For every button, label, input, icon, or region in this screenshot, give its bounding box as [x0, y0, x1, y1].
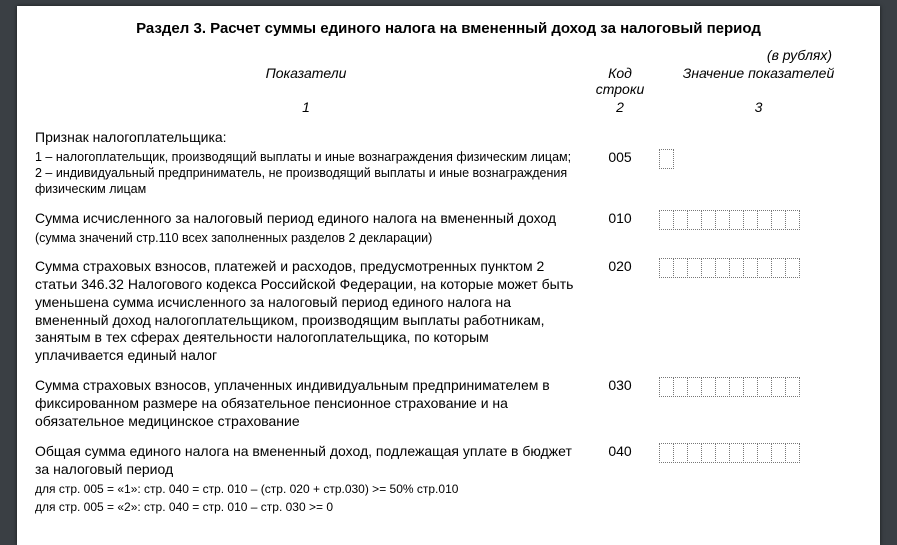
row-040: Общая сумма единого налога на вмененный …: [35, 443, 862, 515]
input-cell[interactable]: [659, 210, 674, 230]
column-headers: Показатели Код строки Значение показател…: [35, 65, 862, 97]
row-030-value-cells[interactable]: [655, 377, 862, 397]
row-030-code: 030: [585, 377, 655, 393]
input-cell[interactable]: [659, 377, 674, 397]
input-cell[interactable]: [785, 377, 800, 397]
input-cell[interactable]: [771, 210, 786, 230]
row-005-option2: 2 – индивидуальный предприниматель, не п…: [35, 165, 577, 198]
input-cell[interactable]: [729, 258, 744, 278]
colnum-desc: 1: [35, 99, 585, 115]
row-005-option1: 1 – налогоплательщик, производящий выпла…: [35, 149, 577, 165]
input-cell[interactable]: [771, 258, 786, 278]
input-cell[interactable]: [757, 377, 772, 397]
input-cell[interactable]: [687, 210, 702, 230]
row-010-value-cells[interactable]: [655, 210, 862, 230]
input-cell[interactable]: [757, 210, 772, 230]
input-cell[interactable]: [743, 377, 758, 397]
header-value: Значение показателей: [655, 65, 862, 81]
input-cell[interactable]: [715, 377, 730, 397]
row-030: Сумма страховых взносов, уплаченных инди…: [35, 377, 862, 431]
input-cell[interactable]: [687, 258, 702, 278]
row-040-code: 040: [585, 443, 655, 459]
row-020: Сумма страховых взносов, платежей и расх…: [35, 258, 862, 365]
row-005-value-cells[interactable]: [655, 149, 862, 169]
row-010-code: 010: [585, 210, 655, 226]
input-cell[interactable]: [785, 210, 800, 230]
input-cell[interactable]: [673, 258, 688, 278]
row-040-formula2: для стр. 005 = «2»: стр. 040 = стр. 010 …: [35, 499, 577, 515]
input-cell[interactable]: [715, 210, 730, 230]
input-cell[interactable]: [701, 258, 716, 278]
colnum-value: 3: [655, 99, 862, 115]
input-cell[interactable]: [729, 443, 744, 463]
row-005-label: Признак налогоплательщика:: [35, 129, 862, 147]
row-020-value-cells[interactable]: [655, 258, 862, 278]
column-numbers: 1 2 3: [35, 99, 862, 115]
input-cell[interactable]: [701, 377, 716, 397]
row-005-block: Признак налогоплательщика: 1 – налогопла…: [35, 129, 862, 198]
input-cell[interactable]: [729, 377, 744, 397]
input-cell[interactable]: [715, 258, 730, 278]
row-030-label: Сумма страховых взносов, уплаченных инди…: [35, 377, 577, 431]
form-sheet: Раздел 3. Расчет суммы единого налога на…: [17, 6, 880, 545]
input-cell[interactable]: [715, 443, 730, 463]
input-cell[interactable]: [785, 443, 800, 463]
row-040-value-cells[interactable]: [655, 443, 862, 463]
input-cell[interactable]: [687, 377, 702, 397]
row-005-code: 005: [585, 149, 655, 165]
row-020-code: 020: [585, 258, 655, 274]
header-code: Код строки: [585, 65, 655, 97]
input-cell[interactable]: [729, 210, 744, 230]
input-cell[interactable]: [757, 443, 772, 463]
input-cell[interactable]: [701, 210, 716, 230]
units-label: (в рублях): [35, 47, 862, 63]
input-cell[interactable]: [659, 149, 674, 169]
row-040-formula1: для стр. 005 = «1»: стр. 040 = стр. 010 …: [35, 481, 577, 497]
input-cell[interactable]: [743, 258, 758, 278]
colnum-code: 2: [585, 99, 655, 115]
row-010-sub: (сумма значений стр.110 всех заполненных…: [35, 230, 577, 246]
input-cell[interactable]: [743, 210, 758, 230]
input-cell[interactable]: [743, 443, 758, 463]
row-010-label: Сумма исчисленного за налоговый период е…: [35, 210, 577, 228]
input-cell[interactable]: [785, 258, 800, 278]
input-cell[interactable]: [659, 443, 674, 463]
input-cell[interactable]: [701, 443, 716, 463]
input-cell[interactable]: [673, 443, 688, 463]
header-desc: Показатели: [35, 65, 585, 81]
input-cell[interactable]: [771, 443, 786, 463]
input-cell[interactable]: [771, 377, 786, 397]
row-040-label: Общая сумма единого налога на вмененный …: [35, 443, 577, 479]
input-cell[interactable]: [757, 258, 772, 278]
input-cell[interactable]: [673, 210, 688, 230]
row-010: Сумма исчисленного за налоговый период е…: [35, 210, 862, 246]
input-cell[interactable]: [673, 377, 688, 397]
input-cell[interactable]: [659, 258, 674, 278]
input-cell[interactable]: [687, 443, 702, 463]
section-title: Раздел 3. Расчет суммы единого налога на…: [35, 20, 862, 37]
row-020-label: Сумма страховых взносов, платежей и расх…: [35, 258, 577, 365]
